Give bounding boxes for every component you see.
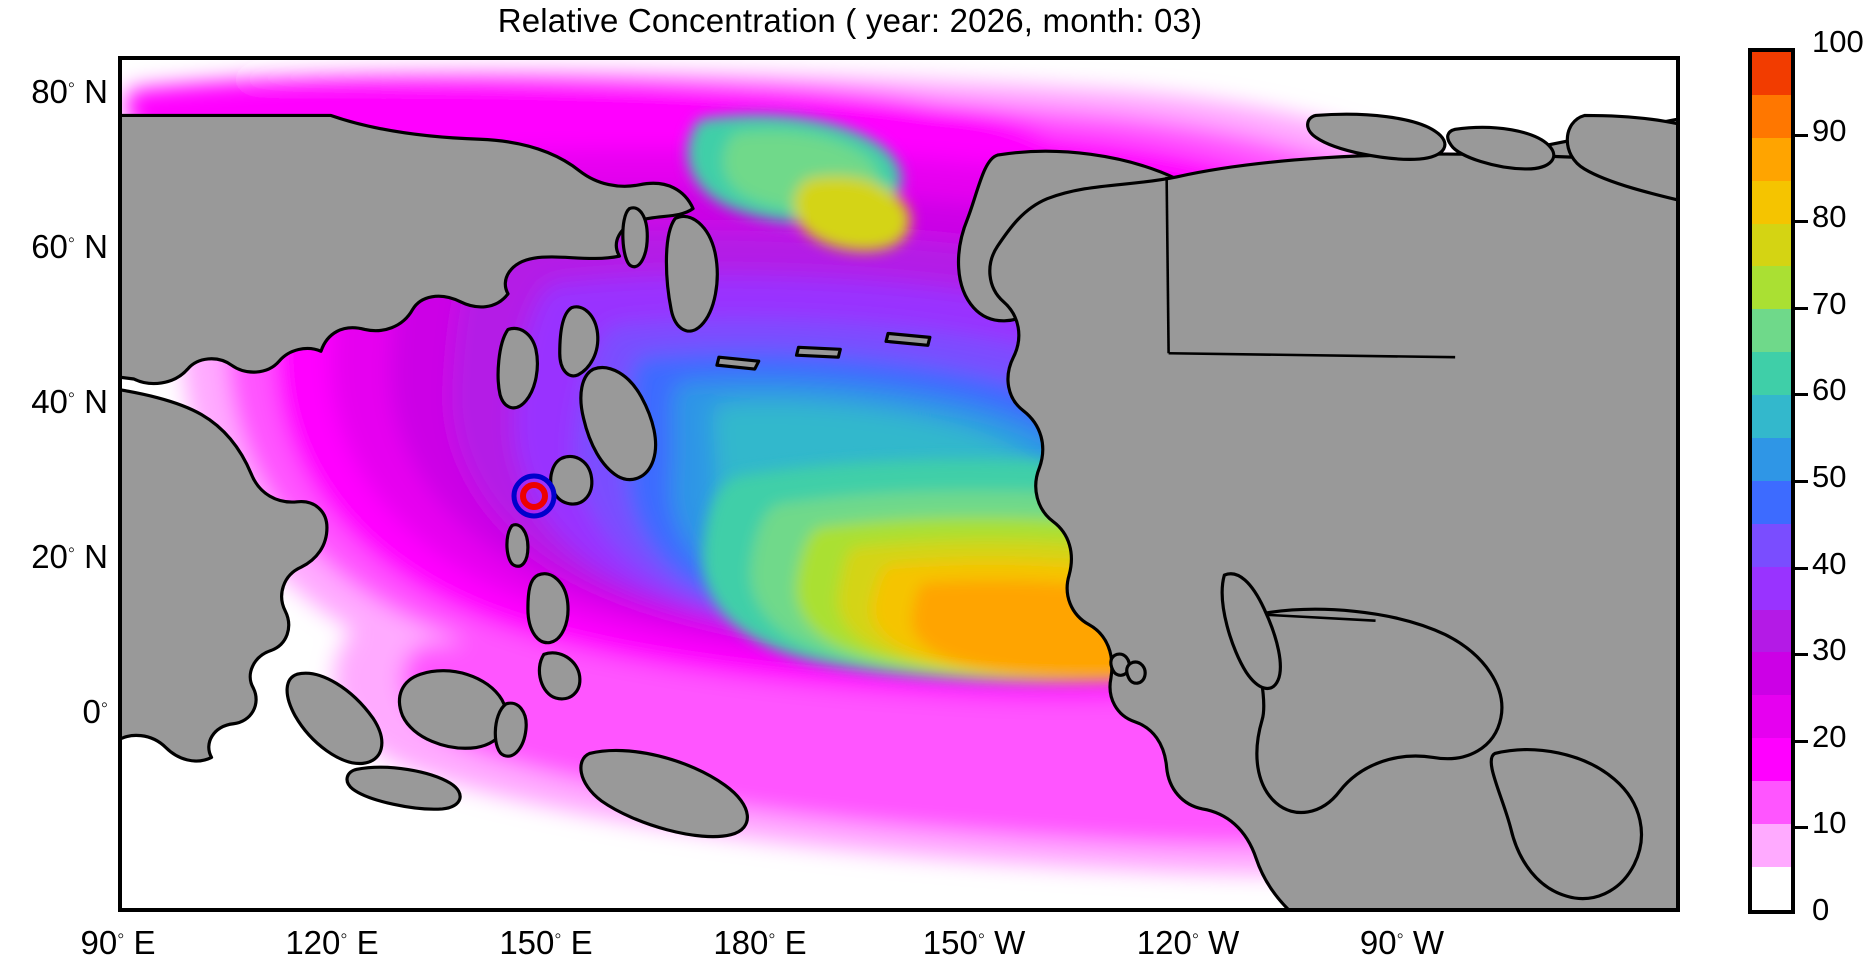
colorbar-band bbox=[1752, 867, 1791, 910]
colorbar-tick-label: 40 bbox=[1812, 546, 1846, 582]
colorbar-band bbox=[1752, 309, 1791, 352]
colorbar-band bbox=[1752, 52, 1791, 95]
colorbar-tick bbox=[1795, 653, 1808, 656]
colorbar-tick bbox=[1795, 826, 1808, 829]
colorbar[interactable] bbox=[1748, 48, 1795, 914]
colorbar-band bbox=[1752, 695, 1791, 738]
latitude-tick-value: 80 bbox=[31, 73, 68, 110]
colorbar-tick bbox=[1795, 480, 1808, 483]
colorbar-tick bbox=[1795, 220, 1808, 223]
land-sulawesi bbox=[495, 703, 526, 756]
longitude-tick-label: 90◦ W bbox=[1292, 924, 1512, 962]
land-sakhalin bbox=[623, 208, 647, 267]
degree-symbol: ◦ bbox=[340, 925, 347, 947]
degree-symbol: ◦ bbox=[68, 384, 75, 406]
degree-symbol: ◦ bbox=[68, 74, 75, 96]
map-canvas bbox=[122, 60, 1676, 908]
colorbar-band bbox=[1752, 738, 1791, 781]
degree-symbol: ◦ bbox=[117, 925, 124, 947]
degree-symbol: ◦ bbox=[1192, 925, 1199, 947]
longitude-tick-value: 150 bbox=[923, 924, 978, 961]
colorbar-band bbox=[1752, 481, 1791, 524]
colorbar-tick-label: 10 bbox=[1812, 805, 1846, 841]
colorbar-tick bbox=[1795, 134, 1808, 137]
figure-root: Relative Concentration ( year: 2026, mon… bbox=[0, 0, 1863, 972]
latitude-tick-label: 80◦ N bbox=[0, 73, 108, 111]
latitude-tick-label: 60◦ N bbox=[0, 228, 108, 266]
release-site-inner-ring bbox=[523, 485, 545, 507]
colorbar-band bbox=[1752, 567, 1791, 610]
latitude-tick-value: 0 bbox=[83, 693, 101, 730]
longitude-tick-label: 150◦ W bbox=[864, 924, 1084, 962]
longitude-tick-value: 90 bbox=[1360, 924, 1397, 961]
longitude-tick-value: 120 bbox=[285, 924, 340, 961]
colorbar-tick-label: 0 bbox=[1812, 892, 1829, 928]
colorbar-tick bbox=[1795, 567, 1808, 570]
latitude-tick-label: 40◦ N bbox=[0, 383, 108, 421]
colorbar-band bbox=[1752, 610, 1791, 653]
latitude-tick-label: 0◦ bbox=[0, 693, 108, 731]
latitude-tick-label: 20◦ N bbox=[0, 538, 108, 576]
release-site-marker[interactable] bbox=[504, 466, 564, 526]
longitude-tick-value: 150 bbox=[499, 924, 554, 961]
colorbar-tick-label: 20 bbox=[1812, 719, 1846, 755]
colorbar-band bbox=[1752, 524, 1791, 567]
degree-symbol: ◦ bbox=[68, 539, 75, 561]
colorbar-tick-label: 90 bbox=[1812, 113, 1846, 149]
colorbar-band bbox=[1752, 181, 1791, 224]
land-aleutian-2 bbox=[797, 347, 841, 357]
longitude-tick-label: 180◦ E bbox=[650, 924, 870, 962]
colorbar-tick bbox=[1795, 393, 1808, 396]
longitude-tick-label: 120◦ W bbox=[1078, 924, 1298, 962]
degree-symbol: ◦ bbox=[554, 925, 561, 947]
colorbar-tick-label: 70 bbox=[1812, 286, 1846, 322]
longitude-tick-value: 90 bbox=[81, 924, 118, 961]
land-hawaii-2 bbox=[1127, 662, 1145, 683]
degree-symbol: ◦ bbox=[1397, 925, 1404, 947]
longitude-tick-label: 90◦ E bbox=[8, 924, 228, 962]
colorbar-tick bbox=[1795, 740, 1808, 743]
longitude-tick-value: 120 bbox=[1137, 924, 1192, 961]
latitude-tick-value: 20 bbox=[31, 538, 68, 575]
colorbar-tick-label: 30 bbox=[1812, 632, 1846, 668]
map-plot-area[interactable] bbox=[118, 56, 1680, 912]
degree-symbol: ◦ bbox=[978, 925, 985, 947]
degree-symbol: ◦ bbox=[68, 229, 75, 251]
longitude-tick-value: 180 bbox=[713, 924, 768, 961]
degree-symbol: ◦ bbox=[768, 925, 775, 947]
land-philippines bbox=[528, 574, 568, 643]
colorbar-tick bbox=[1795, 307, 1808, 310]
colorbar-band bbox=[1752, 352, 1791, 395]
colorbar-band bbox=[1752, 781, 1791, 824]
colorbar-tick-label: 60 bbox=[1812, 372, 1846, 408]
colorbar-band bbox=[1752, 266, 1791, 309]
colorbar-tick-label: 80 bbox=[1812, 199, 1846, 235]
colorbar-band bbox=[1752, 138, 1791, 181]
colorbar-max-label: 100 % bbox=[1812, 24, 1863, 60]
land-kamchatka bbox=[666, 216, 717, 331]
colorbar-band bbox=[1752, 652, 1791, 695]
land-taiwan bbox=[507, 525, 528, 567]
longitude-tick-label: 150◦ E bbox=[436, 924, 656, 962]
land-aleutian-1 bbox=[717, 357, 759, 369]
latitude-tick-value: 40 bbox=[31, 383, 68, 420]
page-title: Relative Concentration ( year: 2026, mon… bbox=[0, 2, 1700, 40]
colorbar-band bbox=[1752, 395, 1791, 438]
colorbar-band bbox=[1752, 438, 1791, 481]
colorbar-band bbox=[1752, 224, 1791, 267]
colorbar-band bbox=[1752, 95, 1791, 138]
latitude-tick-value: 60 bbox=[31, 228, 68, 265]
longitude-tick-label: 120◦ E bbox=[222, 924, 442, 962]
colorbar-tick-label: 50 bbox=[1812, 459, 1846, 495]
colorbar-band bbox=[1752, 824, 1791, 867]
land-aleutian-3 bbox=[886, 333, 930, 345]
degree-symbol: ◦ bbox=[101, 694, 108, 716]
